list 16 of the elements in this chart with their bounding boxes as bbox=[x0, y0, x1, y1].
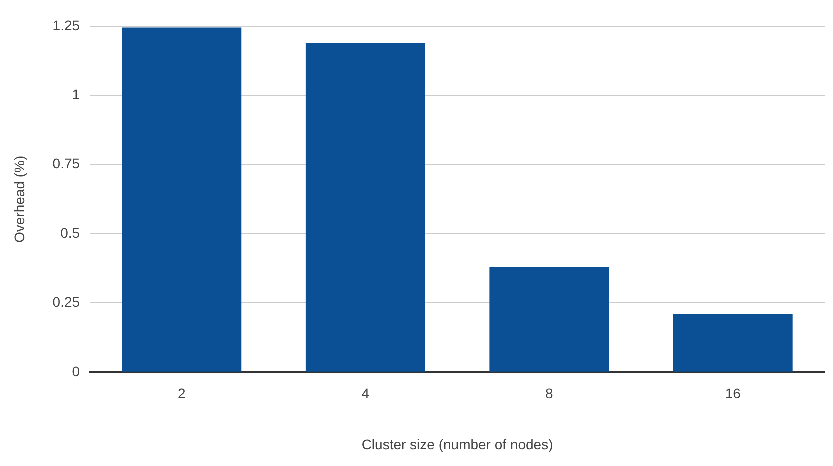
bar bbox=[490, 267, 610, 372]
x-tick-label: 8 bbox=[545, 386, 554, 402]
x-axis-title: Cluster size (number of nodes) bbox=[362, 436, 554, 452]
y-tick-label: 0.25 bbox=[52, 294, 80, 310]
x-tick-label: 16 bbox=[725, 386, 742, 402]
y-tick-label: 0 bbox=[72, 363, 80, 380]
x-tick-label: 4 bbox=[362, 386, 370, 402]
bar bbox=[122, 28, 242, 372]
y-tick-label: 1 bbox=[72, 86, 80, 102]
y-tick-label: 0.75 bbox=[52, 156, 80, 172]
bar bbox=[306, 43, 426, 372]
y-tick-label: 0.5 bbox=[60, 224, 80, 241]
x-tick-label: 2 bbox=[178, 386, 186, 402]
bar bbox=[673, 314, 793, 372]
y-axis-title: Overhead (%) bbox=[11, 156, 28, 243]
y-tick-label: 1.25 bbox=[52, 17, 80, 34]
